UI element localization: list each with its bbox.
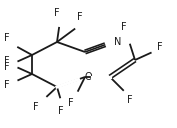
Text: F: F xyxy=(77,12,83,22)
Text: F: F xyxy=(54,8,60,18)
Text: F: F xyxy=(127,95,133,105)
Text: F: F xyxy=(4,33,10,43)
Text: N: N xyxy=(114,37,121,47)
Text: F: F xyxy=(33,102,39,112)
Text: F: F xyxy=(68,98,74,108)
Text: F: F xyxy=(4,62,10,72)
Text: F: F xyxy=(58,106,64,116)
Text: O: O xyxy=(84,72,92,82)
Text: F: F xyxy=(157,42,163,52)
Text: F: F xyxy=(4,80,10,90)
Text: F: F xyxy=(4,56,10,66)
Text: F: F xyxy=(121,22,127,32)
